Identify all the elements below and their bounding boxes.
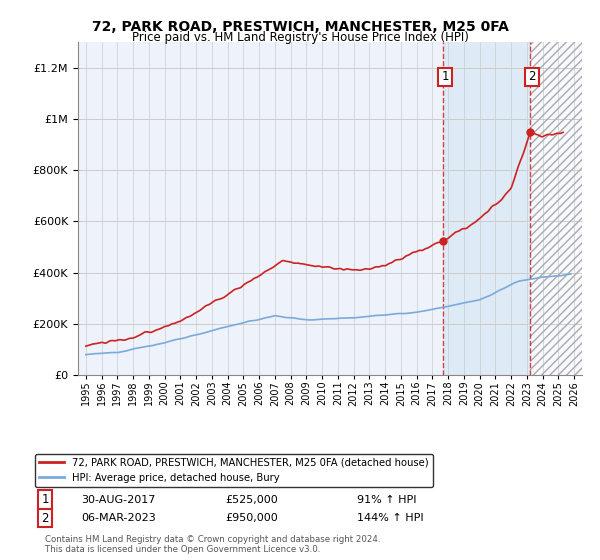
Text: 2: 2 xyxy=(41,511,49,525)
Text: Price paid vs. HM Land Registry's House Price Index (HPI): Price paid vs. HM Land Registry's House … xyxy=(131,31,469,44)
Text: £950,000: £950,000 xyxy=(225,513,278,523)
Text: Contains HM Land Registry data © Crown copyright and database right 2024.
This d: Contains HM Land Registry data © Crown c… xyxy=(45,535,380,554)
Text: 30-AUG-2017: 30-AUG-2017 xyxy=(81,494,155,505)
Text: 91% ↑ HPI: 91% ↑ HPI xyxy=(357,494,416,505)
Text: 144% ↑ HPI: 144% ↑ HPI xyxy=(357,513,424,523)
Text: 1: 1 xyxy=(41,493,49,506)
Bar xyxy=(443,42,530,375)
Text: 06-MAR-2023: 06-MAR-2023 xyxy=(81,513,156,523)
Text: £525,000: £525,000 xyxy=(225,494,278,505)
Bar xyxy=(530,42,582,375)
Bar xyxy=(530,42,582,375)
Text: 1: 1 xyxy=(442,71,449,83)
Legend: 72, PARK ROAD, PRESTWICH, MANCHESTER, M25 0FA (detached house), HPI: Average pri: 72, PARK ROAD, PRESTWICH, MANCHESTER, M2… xyxy=(35,454,433,487)
Text: 2: 2 xyxy=(529,71,536,83)
Text: 72, PARK ROAD, PRESTWICH, MANCHESTER, M25 0FA: 72, PARK ROAD, PRESTWICH, MANCHESTER, M2… xyxy=(92,20,508,34)
